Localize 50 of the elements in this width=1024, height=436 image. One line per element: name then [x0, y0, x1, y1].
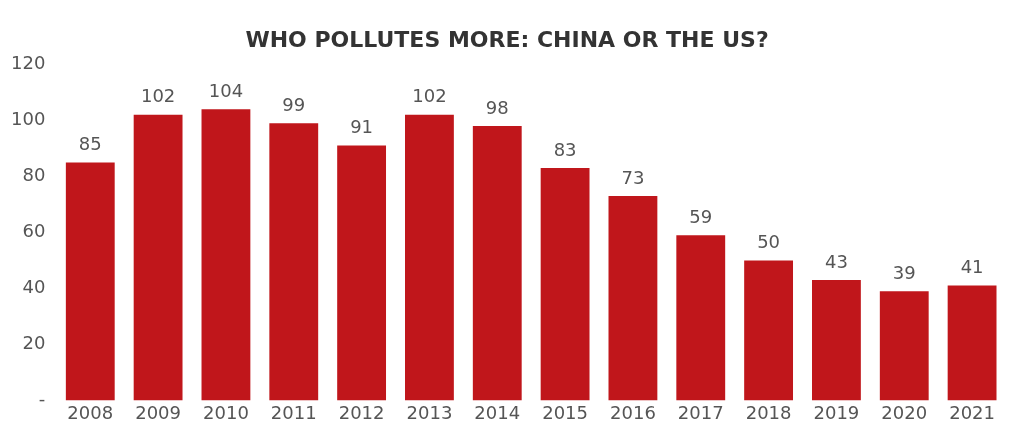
data-label: 43 — [824, 250, 848, 272]
data-label: 50 — [757, 231, 781, 253]
bar — [744, 260, 794, 401]
x-tick-label: 2012 — [338, 401, 385, 423]
data-label: 83 — [553, 138, 577, 160]
x-tick-label: 2014 — [474, 401, 521, 423]
bar — [812, 280, 861, 401]
x-tick-label: 2016 — [610, 401, 656, 423]
data-label: 102 — [140, 85, 176, 107]
bar — [947, 285, 997, 401]
bar — [65, 162, 115, 401]
data-label: 73 — [621, 166, 645, 188]
chart-title: WHO POLLUTES MORE: CHINA OR THE US? — [245, 26, 769, 52]
x-tick-label: 2013 — [406, 401, 453, 423]
bar — [337, 145, 387, 401]
x-tick-label: 2008 — [67, 401, 114, 423]
data-label: 39 — [892, 261, 916, 283]
bar — [133, 114, 183, 401]
y-tick-label: 40 — [22, 276, 46, 298]
x-tick-label: 2018 — [745, 401, 792, 423]
y-tick-label: 60 — [22, 220, 46, 242]
x-tick-label: 2015 — [542, 401, 588, 423]
x-tick-label: 2020 — [881, 401, 928, 423]
bar — [608, 196, 658, 401]
y-tick-label: - — [38, 388, 46, 410]
data-label: 98 — [485, 96, 509, 118]
bar — [201, 109, 251, 401]
y-tick-label: 80 — [22, 164, 46, 186]
y-tick-label: 20 — [22, 332, 46, 354]
y-tick-label: 100 — [11, 108, 46, 130]
x-tick-label: 2021 — [949, 401, 995, 423]
data-label: 91 — [350, 116, 374, 138]
x-tick-label: 2011 — [270, 401, 317, 423]
data-label: 99 — [282, 93, 306, 115]
x-tick-label: 2019 — [813, 401, 860, 423]
x-tick-label: 2010 — [203, 401, 249, 423]
data-label: 59 — [689, 205, 713, 227]
x-tick-label: 2009 — [135, 401, 182, 423]
bar — [540, 168, 590, 401]
bar — [879, 291, 929, 401]
bar — [269, 123, 319, 401]
data-label: 102 — [412, 85, 447, 107]
data-label: 41 — [960, 256, 984, 278]
bar — [472, 126, 522, 401]
y-tick-label: 120 — [11, 52, 46, 74]
x-tick-label: 2017 — [677, 401, 724, 423]
data-label: 85 — [78, 133, 102, 155]
bar — [676, 235, 726, 401]
bar — [405, 114, 454, 401]
data-label: 104 — [208, 79, 244, 101]
